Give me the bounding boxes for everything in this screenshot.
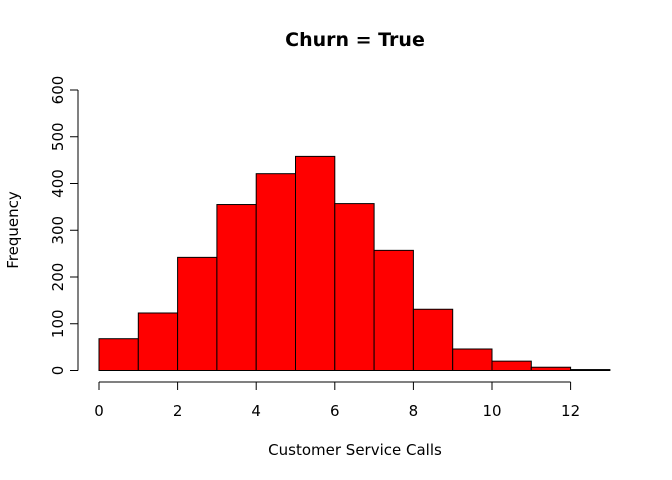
x-axis: 0 2 4 6 8 10 12 xyxy=(94,381,580,420)
x-tick-label-2: 2 xyxy=(173,402,183,420)
y-tick-label-100: 100 xyxy=(49,309,67,338)
y-tick-label-200: 200 xyxy=(49,263,67,292)
histogram-bar-5-6 xyxy=(295,155,336,371)
histogram-bar-6-7 xyxy=(334,203,375,371)
histogram-bar-10-11 xyxy=(491,360,532,371)
histogram-bar-9-10 xyxy=(452,348,493,371)
x-axis-label: Customer Service Calls xyxy=(268,441,442,459)
histogram-bar-2-3 xyxy=(177,256,218,371)
y-axis-label: Frequency xyxy=(4,191,22,269)
y-tick-label-500: 500 xyxy=(49,122,67,151)
x-tick-label-8: 8 xyxy=(409,402,419,420)
x-tick-label-12: 12 xyxy=(561,402,580,420)
y-tick-label-0: 0 xyxy=(49,366,67,376)
histogram-bar-11-12 xyxy=(530,366,572,372)
histogram-bar-0-1 xyxy=(98,338,139,371)
y-tick-label-400: 400 xyxy=(49,169,67,198)
x-tick-label-10: 10 xyxy=(482,402,501,420)
y-tick-label-600: 600 xyxy=(49,76,67,105)
chart-title: Churn = True xyxy=(285,29,425,51)
histogram-bar-4-5 xyxy=(255,173,297,371)
x-tick-label-4: 4 xyxy=(251,402,261,420)
y-axis: 0 100 200 300 400 500 600 xyxy=(49,76,79,376)
y-tick-label-300: 300 xyxy=(49,216,67,245)
x-tick-label-0: 0 xyxy=(94,402,104,420)
histogram-bar-3-4 xyxy=(216,204,257,371)
histogram-bar-7-8 xyxy=(373,249,414,371)
histogram-bar-8-9 xyxy=(412,308,454,372)
histogram-bar-1-2 xyxy=(137,312,179,371)
x-tick-label-6: 6 xyxy=(330,402,340,420)
bars-group xyxy=(98,155,611,372)
histogram-bar-12-13 xyxy=(570,369,611,372)
